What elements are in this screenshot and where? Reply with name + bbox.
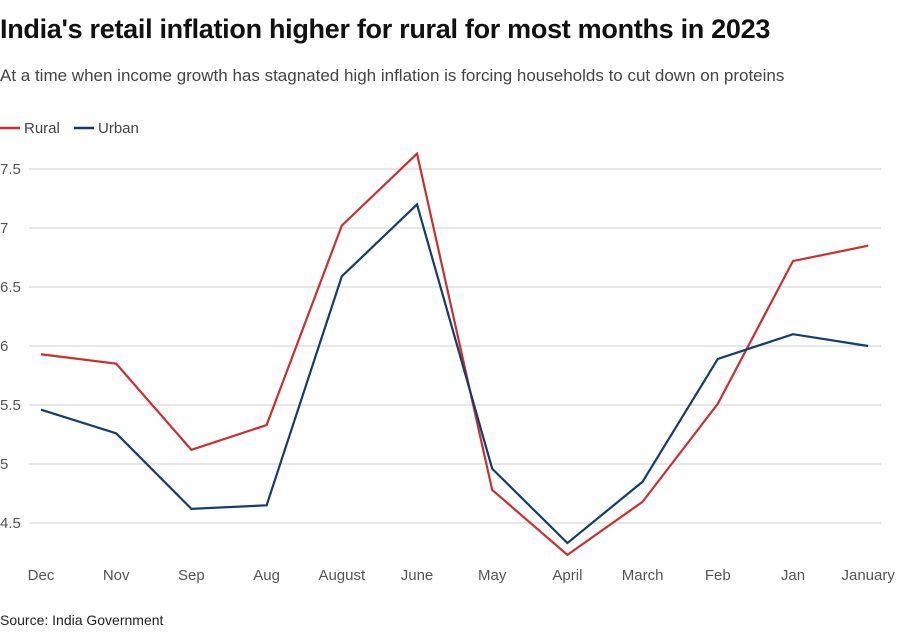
legend-label: Urban [98, 120, 139, 137]
x-tick-label: Jan [781, 567, 805, 584]
x-tick-label: Sep [178, 567, 205, 584]
x-tick-label: Dec [28, 567, 55, 584]
x-tick-label: March [622, 567, 664, 584]
x-tick-label: May [478, 567, 507, 584]
source-note: Source: India Government [0, 612, 164, 628]
chart-title: India's retail inflation higher for rura… [0, 14, 771, 44]
y-tick-label: 7 [0, 220, 8, 237]
x-tick-label: Feb [705, 567, 731, 584]
y-tick-label: 4.5 [0, 515, 21, 532]
series-line-rural [40, 151, 869, 557]
x-tick-label: Aug [253, 567, 280, 584]
x-tick-label: June [401, 567, 434, 584]
legend-label: Rural [24, 120, 60, 137]
y-tick-label: 7.5 [0, 161, 21, 178]
y-tick-label: 5.5 [0, 397, 21, 414]
y-tick-label: 5 [0, 456, 8, 473]
chart-subtitle: At a time when income growth has stagnat… [0, 66, 785, 85]
legend-item-rural: Rural [0, 120, 60, 137]
series-line-urban [40, 202, 869, 545]
x-tick-label: April [552, 567, 582, 584]
x-tick-label: Nov [103, 567, 130, 584]
legend-item-urban: Urban [74, 120, 139, 137]
y-tick-label: 6.5 [0, 279, 21, 296]
y-tick-label: 6 [0, 338, 8, 355]
x-tick-label: August [318, 567, 366, 584]
x-tick-label: January [842, 567, 896, 584]
